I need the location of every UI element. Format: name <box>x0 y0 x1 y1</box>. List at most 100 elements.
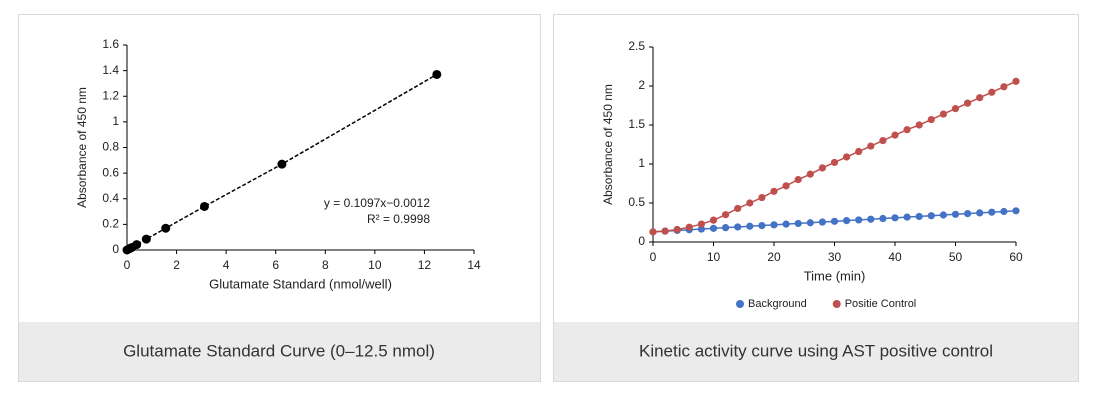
point <box>734 204 742 213</box>
point <box>988 88 996 96</box>
x-tick-label: 0 <box>124 258 131 272</box>
caption-band <box>19 322 540 381</box>
y-axis-label: Absorbance of 450 nm <box>75 87 89 208</box>
point <box>649 228 657 236</box>
caption: Glutamate Standard Curve (0–12.5 nmol) <box>123 341 435 360</box>
x-tick-label: 40 <box>888 250 902 264</box>
point <box>903 126 911 134</box>
y-tick-label: 1 <box>112 114 119 128</box>
point <box>806 170 814 178</box>
y-tick-label: 1.5 <box>628 117 645 131</box>
point <box>782 220 790 228</box>
point <box>734 223 742 231</box>
x-tick-label: 10 <box>368 258 382 272</box>
point <box>818 164 827 172</box>
y-tick-label: 2.5 <box>628 39 645 53</box>
y-tick-label: 0.6 <box>102 165 119 179</box>
x-tick-label: 8 <box>322 258 329 272</box>
point <box>976 94 984 102</box>
point <box>697 225 706 233</box>
x-tick-label: 4 <box>223 258 230 272</box>
point <box>794 219 802 228</box>
point <box>673 225 681 234</box>
point <box>891 214 899 222</box>
point <box>746 199 754 207</box>
point <box>879 214 887 223</box>
point <box>722 224 730 232</box>
point <box>879 137 887 145</box>
point <box>746 222 754 230</box>
y-tick-label: 0.4 <box>102 191 119 205</box>
point <box>927 115 935 124</box>
point <box>964 210 972 218</box>
point <box>199 201 209 211</box>
x-tick-label: 12 <box>418 258 432 272</box>
y-tick-label: 2 <box>638 78 645 92</box>
x-tick-label: 20 <box>767 250 781 264</box>
x-tick-label: 0 <box>650 250 657 264</box>
y-axis-label: Absorbance of 450 nm <box>601 84 615 205</box>
y-tick-label: 0 <box>638 234 645 248</box>
point <box>855 216 863 224</box>
point <box>709 224 718 232</box>
point <box>709 216 718 224</box>
point <box>830 158 839 167</box>
point <box>964 99 972 107</box>
panel <box>553 14 1079 382</box>
y-tick-label: 0.2 <box>102 217 119 231</box>
point <box>976 209 984 217</box>
y-tick-label: 1.4 <box>102 63 119 77</box>
point <box>843 153 851 161</box>
point <box>806 219 814 227</box>
point <box>867 142 875 150</box>
y-tick-label: 1 <box>638 156 645 170</box>
point <box>661 227 669 235</box>
point <box>277 159 287 169</box>
point <box>782 182 790 190</box>
point <box>697 220 706 228</box>
y-tick-label: 1.2 <box>102 88 119 102</box>
point <box>939 110 948 118</box>
point <box>951 105 960 113</box>
x-tick-label: 14 <box>467 258 481 272</box>
point <box>915 121 923 129</box>
point <box>722 211 730 219</box>
y-tick-label: 1.6 <box>102 37 119 51</box>
x-tick-label: 60 <box>1009 250 1023 264</box>
x-tick-label: 2 <box>173 258 180 272</box>
point <box>794 176 802 184</box>
point <box>927 212 935 220</box>
point <box>988 208 996 216</box>
point <box>867 215 875 223</box>
x-axis-label: Glutamate Standard (nmol/well) <box>209 276 392 291</box>
point <box>855 147 863 156</box>
point <box>939 211 948 219</box>
point <box>1012 207 1020 215</box>
panel <box>18 14 541 382</box>
point <box>161 223 171 233</box>
point <box>1000 207 1008 216</box>
point <box>1000 83 1008 91</box>
x-tick-label: 30 <box>828 250 842 264</box>
caption-band <box>554 322 1078 381</box>
y-tick-label: 0.5 <box>628 195 645 209</box>
legend-marker <box>832 300 841 308</box>
legend-marker <box>736 300 744 308</box>
point <box>1012 77 1020 85</box>
point <box>903 213 911 221</box>
point <box>891 131 899 139</box>
annotation: R² = 0.9998 <box>367 212 430 226</box>
point <box>141 234 151 244</box>
x-axis-label: Time (min) <box>804 268 866 283</box>
point <box>830 217 839 225</box>
point <box>770 187 778 195</box>
point <box>770 221 778 229</box>
caption: Kinetic activity curve using AST positiv… <box>639 341 993 360</box>
x-tick-label: 50 <box>949 250 963 264</box>
x-tick-label: 6 <box>272 258 279 272</box>
point <box>758 221 766 230</box>
y-tick-label: 0 <box>112 242 119 256</box>
point <box>843 217 851 225</box>
legend-label: Positie Control <box>845 298 917 310</box>
